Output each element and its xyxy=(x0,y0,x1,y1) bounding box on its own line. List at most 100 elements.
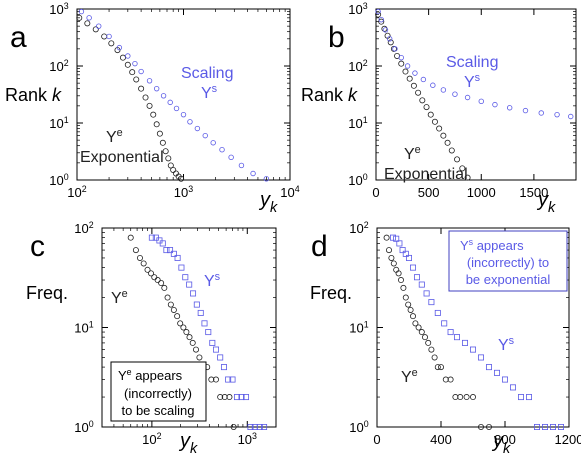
panel-a-y-tick-label-sup: 0 xyxy=(64,172,69,182)
panel-d-y-tick-label: 101 xyxy=(349,320,368,336)
panel-a-point-exponential xyxy=(170,166,177,173)
panel-c-point-scaling xyxy=(190,290,197,297)
panel-d-point-exponential xyxy=(400,284,407,291)
panel-b-point-scaling xyxy=(430,82,436,88)
panel-c-point-exponential xyxy=(164,294,171,301)
panel-a-letter: a xyxy=(10,21,27,54)
panel-c-point-scaling xyxy=(148,234,155,241)
panel-c-point-exponential xyxy=(180,324,187,331)
panel-d-point-exponential xyxy=(463,394,470,401)
panel-b-point-scaling xyxy=(568,113,574,120)
panel-d-note-line1-base: Y xyxy=(460,238,469,253)
panel-c-point-scaling xyxy=(193,301,200,308)
panel-d-xlabel: yk xyxy=(491,430,511,454)
panel-d-point-scaling xyxy=(428,299,435,306)
panel-b-y-tick-label-sup: 0 xyxy=(363,172,368,182)
panel-a-series-label-exponential: Exponential xyxy=(80,149,164,166)
panel-d-xlabel-sub: k xyxy=(503,441,511,454)
panel-c-point-scaling xyxy=(159,240,166,247)
panel-d-point-scaling xyxy=(393,235,400,242)
panel-b-point-scaling xyxy=(420,76,427,83)
panel-a-point-scaling xyxy=(132,60,138,67)
panel-b-point-exponential xyxy=(423,104,430,111)
panel-d-point-scaling xyxy=(418,281,425,288)
panel-a-x-tick-label-base: 10 xyxy=(174,185,188,200)
panel-c-point-scaling xyxy=(233,394,240,401)
panel-a-series-symbol-scaling: Ys xyxy=(201,83,218,102)
panel-d-note-box xyxy=(448,230,568,292)
panel-c-x-tick-label: 103 xyxy=(238,431,257,447)
panel-b-x-tick-label: 500 xyxy=(418,185,440,200)
panel-b-xlabel-base: y xyxy=(536,189,549,211)
panel-d-ylabel: Freq. xyxy=(310,283,352,303)
panel-a-point-exponential xyxy=(146,102,153,109)
panel-c-point-scaling xyxy=(170,250,177,257)
panel-d-point-scaling xyxy=(405,254,412,261)
panel-d-point-scaling xyxy=(485,364,492,371)
panel-a-x-tick-label-sup: 2 xyxy=(82,184,87,194)
panel-a-point-scaling xyxy=(106,33,112,40)
panel-c-series-symbol-exponential: Ye xyxy=(111,288,128,307)
panel-d-point-scaling xyxy=(558,423,565,430)
panel-a-series-symbol-exponential-sup: e xyxy=(117,127,123,139)
panel-c-point-scaling xyxy=(229,376,236,383)
panel-b-letter: b xyxy=(328,21,345,54)
panel-c-point-scaling xyxy=(225,376,232,383)
panel-a-point-scaling xyxy=(125,53,131,59)
panel-a-x-tick-label-base: 10 xyxy=(67,185,81,200)
panel-d-point-exponential xyxy=(418,329,425,336)
panel-b-y-tick-label-base: 10 xyxy=(348,116,362,131)
panel-b-xlabel: yk xyxy=(536,189,556,216)
panel-d-y-tick-label-sup: 1 xyxy=(364,320,369,330)
panel-b-point-exponential xyxy=(448,147,455,154)
panel-a-series-symbol-exponential: Ye xyxy=(106,127,123,146)
panel-d-point-scaling xyxy=(399,247,406,254)
panel-c-point-exponential xyxy=(148,270,155,277)
panel-d-series-symbol-scaling-sup: s xyxy=(509,335,515,347)
panel-b-point-scaling xyxy=(412,70,418,76)
panel-a-y-tick-label-base: 10 xyxy=(49,2,63,17)
panel-b-ylabel: Rank k xyxy=(301,85,358,105)
panel-a-point-scaling xyxy=(210,140,216,146)
panel-c-y-tick-label: 100 xyxy=(74,419,93,435)
panel-b-point-exponential xyxy=(402,68,409,75)
panel-a-point-exponential xyxy=(167,162,174,169)
panel-b-series-symbol-scaling: Ys xyxy=(464,72,481,91)
panel-c-point-exponential xyxy=(132,247,139,254)
panel-a-xlabel-sub: k xyxy=(270,200,278,216)
panel-c-xlabel-base: y xyxy=(178,430,191,452)
panel-b-y-tick-label: 102 xyxy=(348,58,367,74)
panel-c-x-tick-label-base: 10 xyxy=(238,432,252,447)
panel-b-point-scaling xyxy=(478,98,484,105)
panel-c-point-scaling xyxy=(186,281,193,288)
panel-b-point-scaling xyxy=(538,110,544,116)
panel-b-series-label-exponential: Exponential xyxy=(384,166,468,183)
panel-c-point-scaling xyxy=(247,423,254,430)
panel-a-point-scaling xyxy=(238,162,245,169)
panel-b-point-exponential xyxy=(390,45,397,52)
panel-d-note-line1-sup: s xyxy=(469,237,474,247)
panel-b-y-tick-label-base: 10 xyxy=(348,2,362,17)
panel-c-point-scaling xyxy=(197,309,204,316)
panel-b-point-exponential xyxy=(387,39,394,46)
panel-c-y-tick-label-base: 10 xyxy=(74,221,88,236)
panel-d-point-exponential xyxy=(457,394,464,401)
panel-d-point-scaling xyxy=(434,309,441,316)
panel-d-point-exponential xyxy=(428,346,435,353)
panel-c-y-tick-label: 102 xyxy=(74,220,93,236)
panel-c-note-line2: (incorrectly) xyxy=(124,386,192,401)
panel-a-y-tick-label-base: 10 xyxy=(49,59,63,74)
panel-a-point-exponential xyxy=(138,85,145,92)
panel-c-point-scaling xyxy=(201,320,208,327)
panel-c-point-scaling xyxy=(167,247,174,254)
panel-b-point-scaling xyxy=(522,107,529,114)
panel-d-point-exponential xyxy=(434,364,441,371)
panel-a-y-tick-label-base: 10 xyxy=(49,116,63,131)
panel-d-series-symbol-exponential: Ye xyxy=(401,367,418,386)
panel-b-point-exponential xyxy=(406,75,413,82)
panel-b-y-tick-label-base: 10 xyxy=(348,59,362,74)
panel-a-ylabel-var: k xyxy=(52,85,62,105)
panel-b-y-tick-label: 103 xyxy=(348,1,367,17)
panel-d-point-scaling xyxy=(501,376,508,383)
panel-a-series-symbol-scaling-sup: s xyxy=(212,83,218,95)
